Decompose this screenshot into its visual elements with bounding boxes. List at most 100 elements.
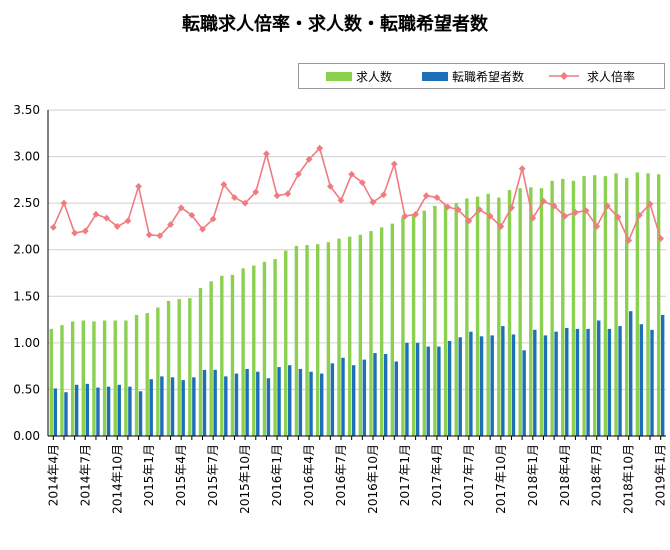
bar-jobs bbox=[411, 214, 416, 436]
ratio-point bbox=[412, 210, 420, 218]
ratio-point bbox=[369, 198, 377, 206]
bar-jobs bbox=[635, 172, 640, 437]
x-tick-label: 2017年7月 bbox=[462, 444, 476, 506]
bar-seekers bbox=[298, 368, 303, 436]
bar-jobs bbox=[518, 188, 522, 436]
bar-jobs bbox=[284, 250, 288, 436]
ratio-line bbox=[52, 146, 662, 243]
bar-jobs bbox=[593, 175, 597, 436]
bar-jobs bbox=[379, 227, 384, 436]
y-tick-label: 2.50 bbox=[13, 196, 40, 210]
ratio-point bbox=[145, 231, 153, 239]
x-tick-label: 2018年4月 bbox=[558, 444, 572, 506]
bar-jobs bbox=[230, 274, 235, 436]
bar-jobs bbox=[145, 313, 149, 436]
ratio-point bbox=[199, 225, 206, 233]
bar-jobs bbox=[507, 190, 512, 436]
bar-jobs bbox=[433, 205, 437, 436]
ratio-point bbox=[337, 196, 345, 204]
bar-jobs bbox=[220, 275, 224, 436]
y-tick-label: 1.00 bbox=[13, 336, 40, 350]
bar-seekers bbox=[650, 329, 654, 436]
bar-jobs bbox=[60, 325, 64, 436]
x-tick-label: 2014年10月 bbox=[110, 444, 124, 514]
ratio-point bbox=[263, 150, 270, 158]
ratio-point bbox=[486, 212, 494, 220]
y-tick-label: 3.50 bbox=[13, 103, 40, 117]
bar-seekers bbox=[522, 350, 526, 436]
ratio-point bbox=[188, 211, 196, 219]
bar-seekers bbox=[320, 373, 324, 436]
ratio-point bbox=[231, 194, 238, 201]
bar-seekers bbox=[245, 368, 249, 436]
y-tick-label: 0.00 bbox=[13, 429, 40, 443]
bar-seekers bbox=[469, 331, 473, 436]
x-tick-label: 2017年1月 bbox=[398, 444, 412, 506]
ratio-point bbox=[380, 191, 388, 199]
bar-seekers bbox=[575, 328, 580, 436]
bar-seekers bbox=[565, 327, 569, 436]
x-tick-label: 2018年7月 bbox=[590, 444, 604, 506]
bar-seekers bbox=[394, 361, 398, 436]
x-tick-label: 2014年4月 bbox=[46, 444, 60, 506]
bar-seekers bbox=[74, 384, 79, 436]
y-tick-label: 2.00 bbox=[13, 243, 40, 257]
x-tick-label: 2017年4月 bbox=[430, 444, 444, 506]
bar-jobs bbox=[70, 321, 75, 436]
bar-seekers bbox=[64, 392, 68, 436]
bar-jobs bbox=[561, 178, 565, 436]
bar-jobs bbox=[81, 320, 85, 436]
bar-seekers bbox=[426, 346, 430, 436]
ratio-point bbox=[103, 214, 111, 222]
ratio-point bbox=[508, 204, 515, 212]
bar-jobs bbox=[102, 320, 107, 436]
x-tick-label: 2015年4月 bbox=[174, 444, 188, 506]
ratio-point bbox=[284, 190, 292, 198]
ratio-point bbox=[561, 212, 569, 220]
bar-seekers bbox=[490, 335, 494, 436]
ratio-point bbox=[348, 170, 356, 178]
bar-seekers bbox=[192, 377, 196, 436]
ratio-point bbox=[625, 237, 633, 244]
bar-jobs bbox=[539, 188, 544, 436]
x-tick-label: 2019年1月 bbox=[654, 444, 668, 506]
bar-jobs bbox=[369, 231, 373, 436]
bar-seekers bbox=[213, 369, 217, 436]
bar-jobs bbox=[166, 300, 171, 436]
bar-seekers bbox=[256, 371, 260, 436]
ratio-point bbox=[593, 223, 601, 230]
x-tick-label: 2015年10月 bbox=[238, 444, 252, 514]
ratio-point bbox=[635, 211, 643, 219]
ratio-point bbox=[209, 215, 217, 223]
bar-jobs bbox=[571, 180, 576, 436]
y-tick-label: 3.00 bbox=[13, 150, 40, 164]
bar-jobs bbox=[92, 321, 96, 436]
bar-seekers bbox=[533, 329, 537, 436]
ratio-point bbox=[465, 217, 473, 225]
ratio-point bbox=[316, 144, 324, 152]
bar-seekers bbox=[362, 359, 367, 436]
bar-jobs bbox=[252, 265, 256, 436]
bar-seekers bbox=[149, 379, 153, 436]
ratio-point bbox=[156, 232, 164, 240]
ratio-point bbox=[60, 199, 68, 207]
ratio-point bbox=[614, 213, 622, 221]
bar-jobs bbox=[465, 198, 469, 436]
bar-seekers bbox=[447, 340, 452, 436]
chart-legend: 求人数 転職希望者数 求人倍率 bbox=[298, 63, 665, 89]
bar-jobs bbox=[316, 244, 320, 436]
ratio-point bbox=[177, 204, 185, 212]
ratio-point bbox=[550, 202, 558, 210]
bar-jobs bbox=[358, 234, 363, 436]
bar-jobs bbox=[113, 320, 117, 436]
bar-seekers bbox=[618, 326, 622, 436]
ratio-point bbox=[476, 206, 483, 214]
ratio-point bbox=[390, 160, 398, 168]
bar-seekers bbox=[288, 365, 292, 436]
bar-jobs bbox=[294, 245, 299, 436]
bar-jobs bbox=[614, 173, 618, 436]
y-tick-label: 0.50 bbox=[13, 382, 40, 396]
chart-title: 転職求人倍率・求人数・転職希望者数 bbox=[182, 14, 488, 35]
bar-seekers bbox=[224, 376, 228, 436]
bar-jobs bbox=[209, 281, 213, 436]
